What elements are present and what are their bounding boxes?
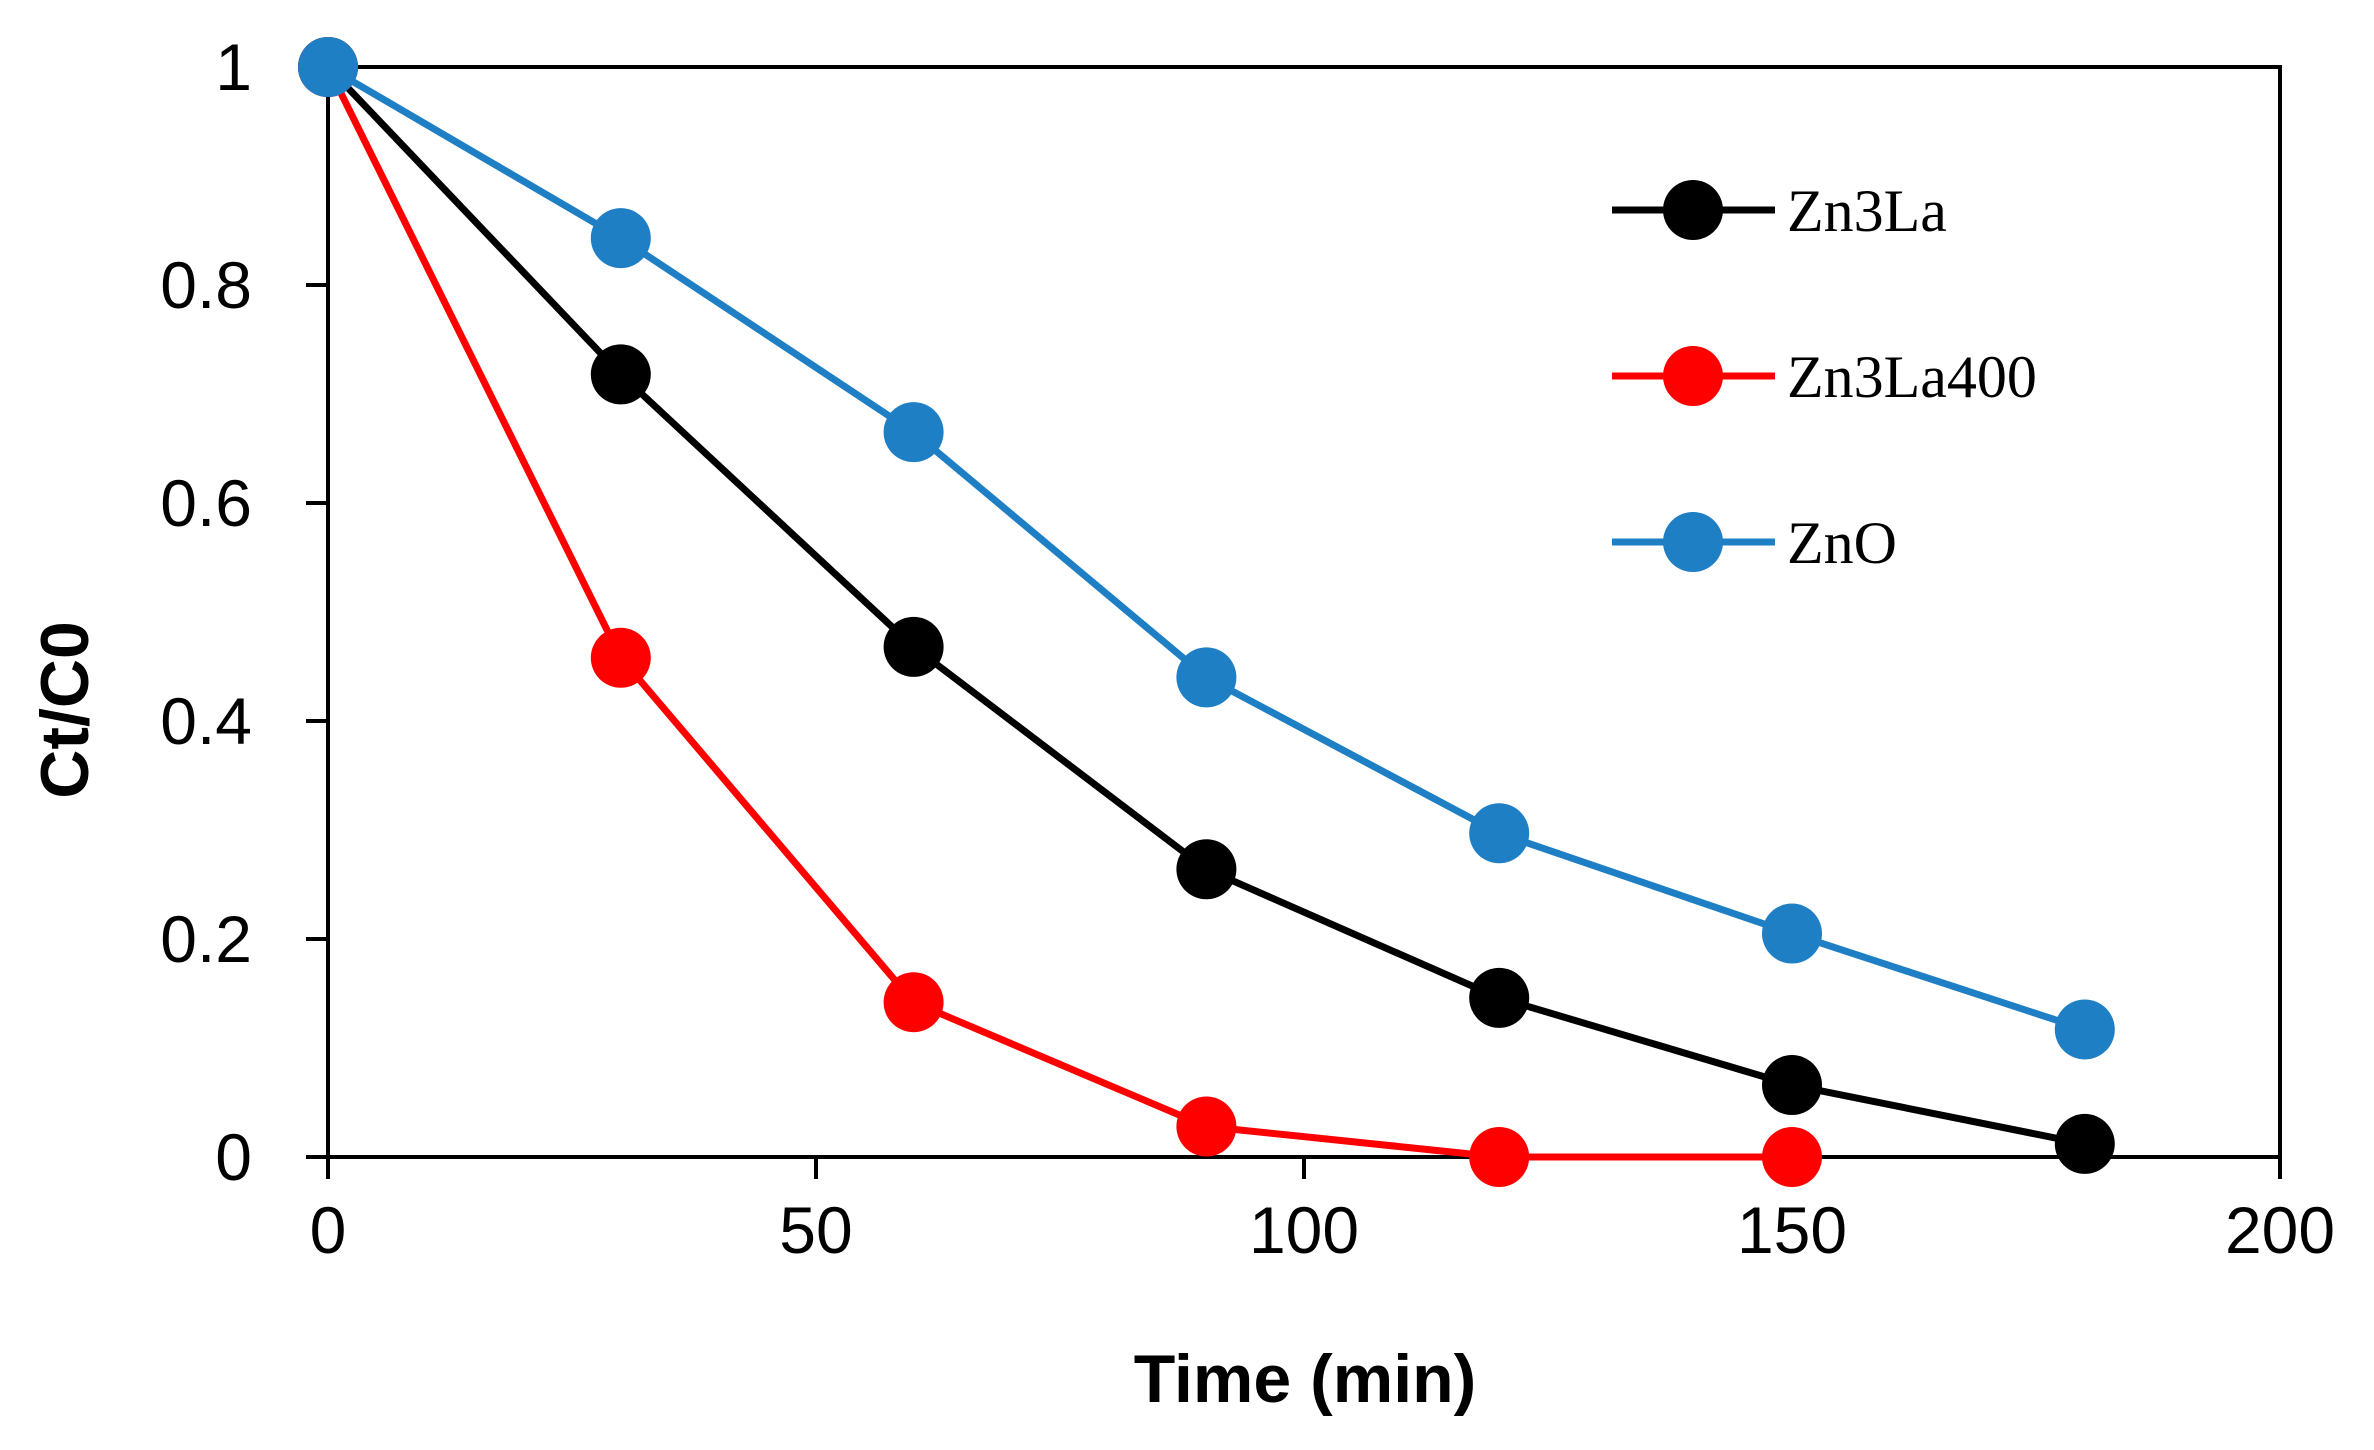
y-tick-label: 0 [215, 1120, 252, 1194]
y-tick-label: 0.6 [160, 466, 252, 540]
y-tick-label: 1 [215, 30, 252, 104]
series-ZnO [298, 37, 2115, 1060]
x-tick-label: 0 [310, 1193, 347, 1267]
legend-item: ZnO [1612, 510, 1897, 576]
y-tick-label: 0.8 [160, 248, 252, 322]
data-point [1176, 647, 1237, 708]
data-point [1762, 903, 1822, 964]
data-point [1762, 1055, 1822, 1116]
series-line [324, 65, 1792, 1161]
data-point [590, 627, 651, 688]
x-tick-label: 50 [779, 1193, 852, 1267]
data-point [1762, 1127, 1822, 1187]
legend-marker [1663, 512, 1723, 572]
legend-marker [1663, 180, 1723, 240]
legend-marker [1663, 346, 1723, 406]
data-point [1469, 803, 1530, 864]
data-point [298, 37, 358, 97]
legend-label: ZnO [1787, 510, 1897, 576]
data-point [1469, 1127, 1530, 1187]
data-point [1469, 967, 1530, 1028]
x-tick-label: 200 [2225, 1193, 2335, 1267]
legend-label: Zn3La [1787, 178, 1947, 244]
data-point [2054, 1113, 2115, 1174]
y-axis-title: Ct/C0 [27, 621, 103, 799]
data-point [2054, 999, 2115, 1060]
y-tick-label: 0.2 [160, 902, 252, 976]
data-point [883, 616, 944, 677]
data-point [1176, 1096, 1237, 1157]
data-point [883, 402, 944, 463]
x-axis-title: Time (min) [1134, 1341, 1477, 1417]
data-point [590, 208, 651, 269]
data-point [883, 972, 944, 1033]
x-tick-label: 150 [1737, 1193, 1847, 1267]
legend-item: Zn3La [1612, 178, 1947, 244]
legend-item: Zn3La400 [1612, 344, 2037, 410]
data-point [1176, 839, 1237, 900]
y-tick-label: 0.4 [160, 684, 252, 758]
series-Zn3La400 [298, 37, 1822, 1187]
x-tick-label: 100 [1249, 1193, 1359, 1267]
data-point [590, 344, 651, 405]
legend-label: Zn3La400 [1787, 344, 2037, 410]
